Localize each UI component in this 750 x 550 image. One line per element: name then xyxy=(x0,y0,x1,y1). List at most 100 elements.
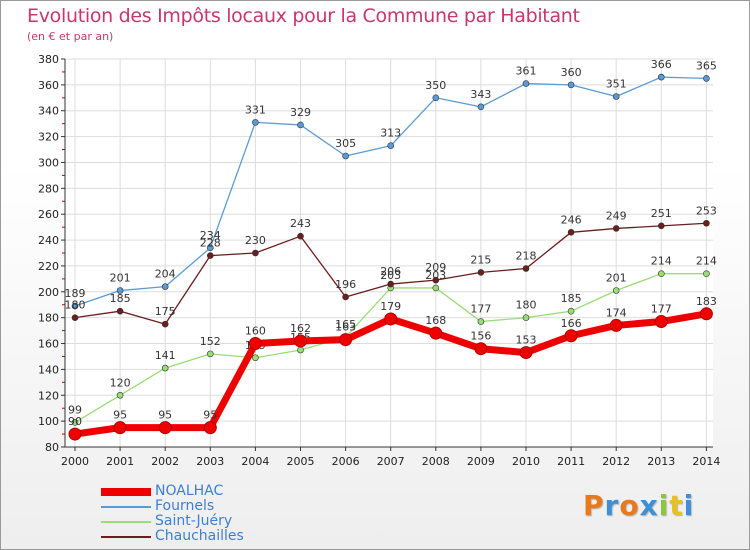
data-label-chauchailles: 196 xyxy=(335,278,356,291)
data-label-chauchailles: 243 xyxy=(290,217,311,230)
data-label-fournels: 361 xyxy=(516,65,537,78)
data-point-noalhac xyxy=(68,427,82,441)
data-label-fournels: 189 xyxy=(65,287,86,300)
data-point-chauchailles xyxy=(71,314,79,321)
x-tick-label: 2002 xyxy=(151,455,179,468)
data-label-saint-ju-ry: 165 xyxy=(335,318,356,331)
data-point-chauchailles xyxy=(703,219,710,227)
data-point-fournels xyxy=(387,142,395,149)
data-point-fournels xyxy=(522,80,530,87)
y-tick-label: 240 xyxy=(38,234,59,247)
data-label-saint-ju-ry: 152 xyxy=(200,335,221,348)
data-point-noalhac xyxy=(203,421,217,435)
data-label-chauchailles: 230 xyxy=(245,234,266,247)
legend-item: Chauchailles xyxy=(101,528,361,545)
x-tick-label: 2000 xyxy=(61,455,89,468)
data-label-fournels: 350 xyxy=(425,79,446,92)
data-point-saint-ju-ry xyxy=(71,419,79,426)
plot-area xyxy=(65,59,713,447)
y-tick-label: 280 xyxy=(38,182,59,195)
data-label-fournels: 360 xyxy=(561,66,582,79)
y-tick-label: 320 xyxy=(38,131,59,144)
data-label-fournels: 201 xyxy=(110,272,131,285)
data-point-chauchailles xyxy=(252,249,259,257)
data-label-fournels: 351 xyxy=(606,78,627,91)
data-label-saint-ju-ry: 203 xyxy=(380,269,401,282)
data-label-saint-ju-ry: 201 xyxy=(606,272,627,285)
y-tick-label: 160 xyxy=(38,338,59,351)
y-tick-label: 220 xyxy=(38,260,59,273)
data-label-noalhac: 163 xyxy=(335,321,356,334)
data-label-chauchailles: 253 xyxy=(696,204,717,217)
data-point-fournels xyxy=(252,119,259,126)
y-tick-label: 340 xyxy=(38,105,59,118)
data-point-saint-ju-ry xyxy=(567,307,575,315)
logo-letter: i xyxy=(658,489,670,522)
data-label-noalhac: 174 xyxy=(606,306,627,319)
data-label-fournels: 366 xyxy=(651,58,672,71)
data-label-chauchailles: 175 xyxy=(155,305,176,318)
data-point-saint-ju-ry xyxy=(477,318,485,325)
data-label-noalhac: 168 xyxy=(425,314,446,327)
data-point-noalhac xyxy=(564,329,578,343)
data-label-chauchailles: 249 xyxy=(606,209,627,222)
data-point-fournels xyxy=(207,244,214,252)
x-tick-label: 2011 xyxy=(557,455,585,468)
data-label-saint-ju-ry: 214 xyxy=(651,255,672,268)
data-point-fournels xyxy=(342,152,349,160)
data-label-chauchailles: 228 xyxy=(200,237,221,250)
data-label-fournels: 365 xyxy=(696,59,717,72)
y-tick-label: 360 xyxy=(38,79,59,92)
data-label-noalhac: 160 xyxy=(245,325,266,338)
data-point-saint-ju-ry xyxy=(116,391,124,399)
data-point-fournels xyxy=(161,283,169,290)
data-point-saint-ju-ry xyxy=(297,346,304,354)
data-point-fournels xyxy=(432,94,440,102)
data-label-noalhac: 153 xyxy=(516,334,537,347)
data-point-noalhac xyxy=(158,421,172,435)
data-point-chauchailles xyxy=(612,225,620,232)
data-label-chauchailles: 180 xyxy=(65,299,86,312)
y-tick-label: 120 xyxy=(38,389,59,402)
data-point-noalhac xyxy=(429,326,443,340)
data-label-noalhac: 183 xyxy=(696,295,717,308)
y-tick-label: 140 xyxy=(38,363,59,376)
data-point-noalhac xyxy=(609,318,623,332)
data-point-noalhac xyxy=(519,346,533,360)
data-point-noalhac xyxy=(384,312,398,326)
data-label-noalhac: 95 xyxy=(158,409,172,422)
data-point-noalhac xyxy=(654,315,668,329)
data-point-fournels xyxy=(477,103,485,111)
legend-label: Saint-Juéry xyxy=(155,513,233,529)
data-label-fournels: 234 xyxy=(200,229,221,242)
logo-letter: i xyxy=(683,489,695,522)
data-label-saint-ju-ry: 99 xyxy=(68,403,82,416)
data-point-noalhac xyxy=(474,342,488,356)
data-point-chauchailles xyxy=(297,232,304,240)
data-label-saint-ju-ry: 214 xyxy=(696,255,717,268)
data-point-noalhac xyxy=(248,337,262,351)
data-label-chauchailles: 246 xyxy=(561,213,582,226)
chart-title: Evolution des Impôts locaux pour la Comm… xyxy=(27,5,580,27)
x-tick-label: 2012 xyxy=(602,455,630,468)
y-tick-label: 200 xyxy=(38,286,59,299)
legend-swatch xyxy=(101,536,151,538)
data-point-noalhac xyxy=(294,334,307,348)
data-label-saint-ju-ry: 120 xyxy=(110,376,131,389)
x-tick-label: 2007 xyxy=(377,455,405,468)
data-label-chauchailles: 185 xyxy=(110,292,131,305)
data-point-fournels xyxy=(657,73,665,81)
data-point-noalhac xyxy=(699,307,713,321)
x-tick-label: 2010 xyxy=(512,455,540,468)
x-tick-label: 2014 xyxy=(692,455,720,468)
data-point-chauchailles xyxy=(477,269,485,276)
data-point-chauchailles xyxy=(522,265,530,272)
y-tick-label: 380 xyxy=(38,53,59,66)
data-label-chauchailles: 206 xyxy=(380,265,401,278)
data-point-saint-ju-ry xyxy=(207,350,214,358)
data-point-chauchailles xyxy=(161,320,169,328)
data-point-fournels xyxy=(297,121,304,129)
data-label-noalhac: 156 xyxy=(470,330,491,343)
y-tick-label: 260 xyxy=(38,208,59,221)
